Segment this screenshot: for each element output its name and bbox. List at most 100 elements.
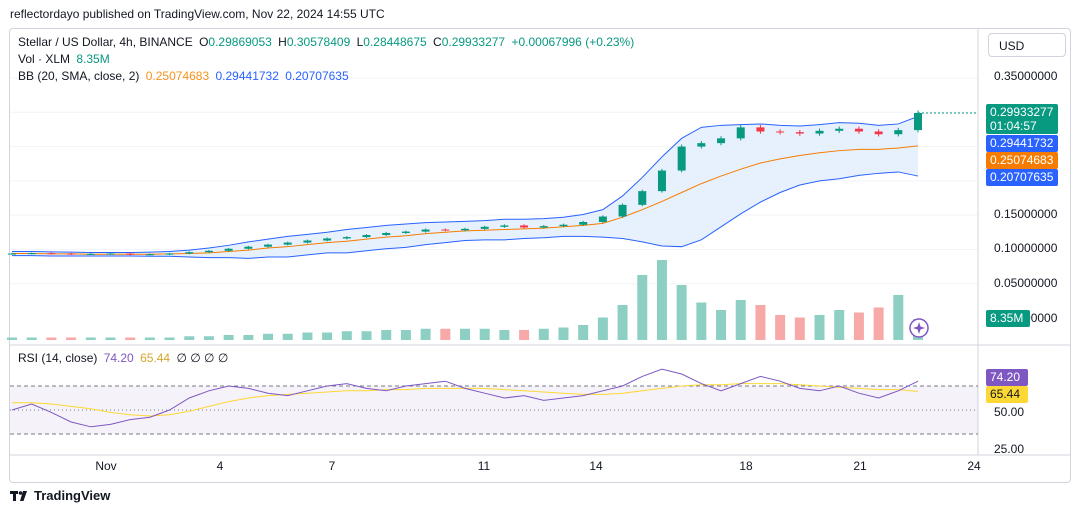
candle-body — [185, 252, 194, 254]
volume-bar — [538, 328, 549, 340]
volume-bar — [578, 325, 589, 340]
tradingview-logo[interactable]: TradingView — [10, 488, 110, 503]
candle-body — [736, 127, 745, 139]
volume-bar — [341, 331, 352, 340]
volume-bar — [617, 305, 628, 340]
volume-bar — [26, 337, 37, 340]
last-price-value: 0.29933277 — [990, 105, 1054, 119]
candle-body — [27, 253, 36, 255]
price-tick: 0.35000000 — [994, 69, 1058, 83]
candle-body — [776, 131, 785, 133]
volume-bar — [381, 330, 392, 340]
volume-bar — [676, 285, 687, 340]
candle-body — [618, 204, 627, 217]
volume-bar — [597, 317, 608, 340]
symbol-title[interactable]: Stellar / US Dollar, 4h, BINANCE — [18, 35, 193, 49]
candle-body — [323, 238, 332, 241]
high-value: 0.30578409 — [286, 35, 351, 49]
candle-body — [894, 130, 903, 135]
price-tick: 0.10000000 — [994, 241, 1058, 255]
volume-bar — [656, 260, 667, 340]
close-label: C — [433, 35, 442, 49]
open-value: 0.29869053 — [208, 35, 272, 49]
candle-body — [421, 229, 430, 232]
volume-bar — [696, 302, 707, 340]
volume-bar — [85, 337, 96, 340]
volume-bar — [105, 337, 116, 340]
volume-bar — [558, 327, 569, 340]
candle-body — [303, 240, 312, 243]
bb-upper-tag: 0.29441732 — [986, 135, 1058, 152]
bb-upper-value: 0.29441732 — [215, 69, 279, 83]
rsi-label[interactable]: RSI (14, close) — [18, 351, 98, 365]
candle-body — [500, 225, 509, 227]
rsi-empty-values: ∅ ∅ ∅ ∅ — [176, 351, 229, 365]
tv-logo-icon — [10, 490, 27, 501]
candle-body — [677, 146, 686, 171]
volume-bar — [282, 333, 293, 340]
volume-bar — [164, 337, 175, 340]
volume-bar — [184, 336, 195, 340]
currency-button[interactable]: USD — [988, 33, 1066, 57]
last-price-tag: 0.29933277 01:04:57 — [986, 104, 1058, 134]
volume-bar — [125, 337, 136, 340]
volume-bar — [637, 275, 648, 340]
candle-body — [67, 253, 76, 255]
candle-body — [638, 191, 647, 205]
bar-countdown: 01:04:57 — [990, 119, 1037, 133]
volume-bar — [361, 331, 372, 340]
volume-bar — [479, 328, 490, 340]
volume-bar — [66, 337, 77, 340]
change-value: +0.00067996 (+0.23%) — [511, 35, 635, 49]
candle-body — [795, 132, 804, 134]
candle-body — [86, 253, 95, 255]
bb-label[interactable]: BB (20, SMA, close, 2) — [18, 69, 140, 83]
time-tick: 11 — [477, 459, 491, 473]
time-tick: 24 — [967, 459, 981, 473]
bb-upper-line — [12, 115, 919, 254]
candle-body — [559, 224, 568, 227]
candle-body — [697, 143, 706, 147]
volume-label[interactable]: Vol · XLM — [18, 52, 71, 66]
bb-legend: BB (20, SMA, close, 2) 0.25074683 0.2944… — [18, 69, 352, 83]
candle-body — [480, 226, 489, 229]
chart-frame — [9, 28, 1071, 483]
close-value: 0.29933277 — [441, 35, 506, 49]
high-label: H — [278, 35, 287, 49]
time-tick: 18 — [739, 459, 753, 473]
candle-body — [520, 225, 529, 228]
candle-body — [401, 231, 410, 233]
volume-bar — [302, 332, 313, 340]
volume-bar — [243, 335, 254, 340]
volume-bar — [144, 337, 155, 340]
rsi-value: 74.20 — [103, 351, 134, 365]
candle-body — [441, 229, 450, 231]
candle-body — [47, 253, 56, 255]
volume-bar — [203, 336, 214, 340]
volume-bar — [440, 328, 451, 340]
candle-body — [657, 170, 666, 192]
candle-body — [165, 253, 174, 255]
volume-tag: 8.35M — [986, 310, 1030, 327]
volume-bar — [775, 315, 786, 340]
volume-bar — [716, 310, 727, 340]
bb-mid-tag: 0.25074683 — [986, 152, 1058, 169]
volume-bar — [223, 335, 234, 340]
volume-bar — [7, 337, 17, 340]
time-tick: Nov — [95, 459, 117, 473]
candle-body — [8, 253, 16, 255]
candle-body — [224, 248, 233, 251]
candle-body — [598, 216, 607, 222]
candle-body — [283, 242, 292, 245]
candle-body — [756, 127, 765, 132]
candle-body — [854, 128, 863, 132]
candle-body — [126, 253, 135, 255]
low-value: 0.28448675 — [363, 35, 427, 49]
price-legend: Stellar / US Dollar, 4h, BINANCE O0.2986… — [18, 35, 637, 49]
rsi-line — [11, 368, 919, 428]
rsi-tag: 74.20 — [986, 369, 1028, 386]
open-label: O — [199, 35, 209, 49]
volume-bar — [834, 310, 845, 340]
time-tick: 21 — [853, 459, 867, 473]
